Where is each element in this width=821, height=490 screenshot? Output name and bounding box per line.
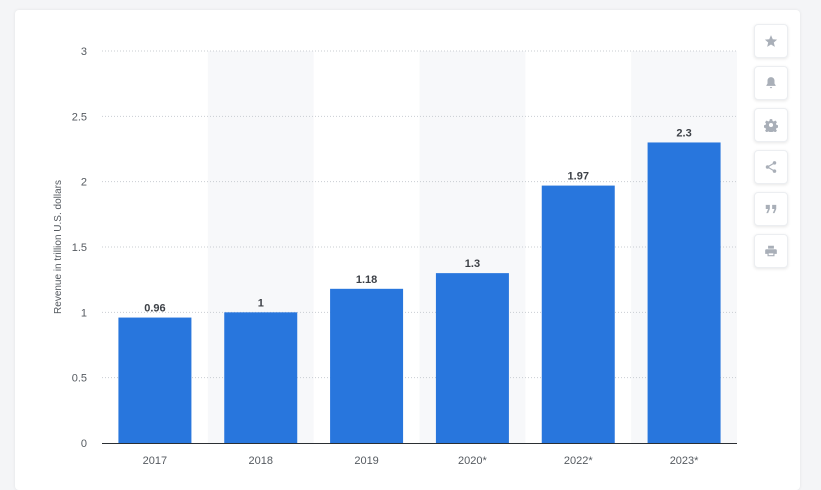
y-tick-label: 2.5 bbox=[72, 111, 87, 123]
bar-chart: 00.511.522.53 0.96 11.181.31.972.3 2017 20… bbox=[53, 46, 737, 467]
y-tick-label: 1 bbox=[81, 307, 87, 319]
value-label: 0.96 bbox=[144, 303, 165, 315]
x-tick-label: 2017 bbox=[143, 455, 167, 467]
bell-icon bbox=[764, 76, 778, 90]
bar[interactable] bbox=[541, 185, 615, 443]
share-icon bbox=[764, 160, 778, 174]
print-button[interactable] bbox=[754, 234, 788, 268]
y-tick-label: 2 bbox=[81, 177, 87, 189]
y-axis-tick-labels: 0 0.5 1 1.5 2 2.5 3 bbox=[72, 46, 87, 450]
grid-lines bbox=[102, 50, 737, 379]
value-label: 1.3 bbox=[465, 258, 480, 270]
settings-button[interactable] bbox=[754, 108, 788, 142]
quote-icon bbox=[764, 202, 778, 216]
x-tick-label: 2022* bbox=[564, 455, 593, 467]
bars bbox=[118, 142, 721, 443]
y-tick-label: 0.5 bbox=[72, 373, 87, 385]
bar[interactable] bbox=[224, 312, 298, 443]
gear-icon bbox=[764, 118, 778, 132]
favorite-button[interactable] bbox=[754, 24, 788, 58]
y-tick-label: 3 bbox=[81, 46, 87, 58]
x-tick-label: 2019 bbox=[354, 455, 378, 467]
print-icon bbox=[764, 244, 778, 258]
x-tick-label: 2023* bbox=[670, 455, 699, 467]
y-axis-title: Revenue in trillion U.S. dollars bbox=[53, 180, 64, 314]
notification-button[interactable] bbox=[754, 66, 788, 100]
bar[interactable] bbox=[647, 142, 721, 443]
x-tick-label: 2020* bbox=[458, 455, 487, 467]
value-label: 1.18 bbox=[356, 274, 377, 286]
value-label: 2.3 bbox=[676, 127, 691, 139]
bar[interactable] bbox=[435, 273, 509, 443]
cite-button[interactable] bbox=[754, 192, 788, 226]
value-label: 1 bbox=[258, 297, 264, 309]
value-labels: 0.96 1 1.18 1.3 1.97 2.3 bbox=[144, 127, 692, 314]
y-tick-label: 0 bbox=[81, 438, 87, 450]
y-tick-label: 1.5 bbox=[72, 242, 87, 254]
bar[interactable] bbox=[330, 288, 404, 443]
value-label: 1.97 bbox=[568, 171, 589, 183]
x-tick-label: 2018 bbox=[249, 455, 273, 467]
x-axis-tick-labels: 2017 2018 2019 2020* 2022* 2023* bbox=[143, 455, 699, 467]
star-icon bbox=[764, 34, 778, 48]
share-button[interactable] bbox=[754, 150, 788, 184]
bar[interactable] bbox=[118, 317, 192, 443]
